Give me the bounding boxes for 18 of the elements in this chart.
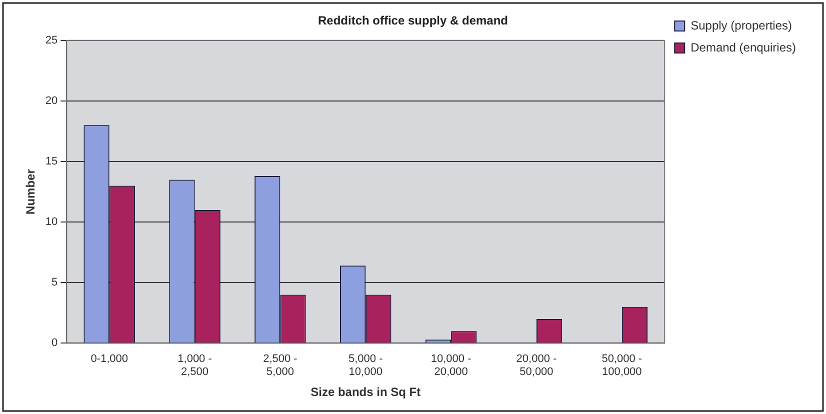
y-tick-label: 15 xyxy=(45,156,58,168)
legend-label: Demand (enquiries) xyxy=(690,40,796,54)
x-tick-label: 2,500 - 5,000 xyxy=(263,352,298,378)
legend-label: Supply (properties) xyxy=(690,18,792,32)
x-axis-title: Size bands in Sq Ft xyxy=(310,385,421,400)
x-tick-label: 1,000 - 2,500 xyxy=(178,352,212,378)
chart-title: Redditch office supply & demand xyxy=(318,14,508,28)
x-tick-label: 20,000 - 50,000 xyxy=(516,352,557,378)
x-tick-label: 10,000 - 20,000 xyxy=(430,352,472,378)
x-tick-label: 0-1,000 xyxy=(90,352,128,365)
y-tick-label: 25 xyxy=(45,34,58,46)
y-tick-label: 10 xyxy=(45,216,58,228)
x-tick-label: 5,000 - 10,000 xyxy=(348,352,384,378)
y-tick-label: 0 xyxy=(52,337,58,350)
y-axis-title: Number xyxy=(24,168,38,214)
y-tick-label: 5 xyxy=(52,276,58,289)
x-tick-label: 50,000 - 100,000 xyxy=(602,352,642,378)
y-tick-label: 20 xyxy=(45,94,58,107)
